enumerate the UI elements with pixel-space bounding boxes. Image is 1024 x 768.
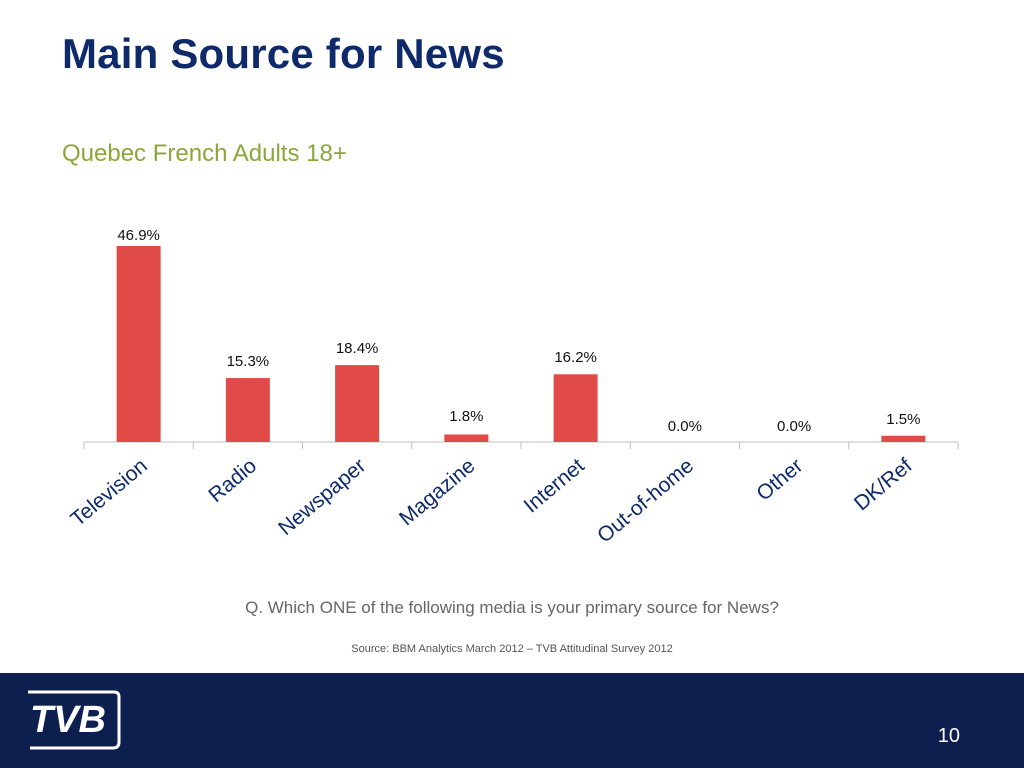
category-label: Internet: [519, 454, 588, 518]
chart-subtitle: Quebec French Adults 18+: [62, 140, 347, 167]
data-label: 0.0%: [777, 418, 811, 435]
bar-chart: 46.9% Television 15.3% Radio 18.4% Newspaper 1…: [66, 227, 959, 548]
bar-magazine: [444, 434, 489, 442]
category-label: Magazine: [395, 454, 480, 530]
category-label: DK/Ref: [850, 454, 917, 515]
bar-television: [116, 246, 161, 442]
data-label: 0.0%: [668, 418, 702, 435]
footer-bar: TVB 10: [0, 673, 1024, 768]
bar-internet: [553, 374, 598, 442]
page-number: 10: [937, 725, 960, 747]
category-label: Out-of-home: [593, 454, 698, 547]
category-label: Radio: [204, 454, 261, 507]
data-label: 1.5%: [886, 411, 920, 428]
data-label: 15.3%: [227, 353, 270, 370]
data-label: 16.2%: [554, 349, 597, 366]
tvb-logo: TVB: [28, 690, 121, 750]
category-label: Other: [752, 454, 807, 505]
tvb-logo-text: TVB: [30, 699, 106, 741]
category-label: Television: [66, 454, 151, 531]
data-label: 18.4%: [336, 340, 379, 357]
data-label: 1.8%: [449, 408, 483, 425]
data-label: 46.9%: [117, 227, 160, 244]
source-note: Source: BBM Analytics March 2012 – TVB A…: [351, 643, 673, 655]
category-label: Newspaper: [274, 454, 370, 540]
bar-newspaper: [335, 365, 380, 442]
bar-dk-ref: [881, 435, 926, 442]
bar-radio: [225, 378, 270, 442]
page-title: Main Source for News: [62, 30, 505, 77]
survey-question: Q. Which ONE of the following media is y…: [245, 598, 779, 617]
